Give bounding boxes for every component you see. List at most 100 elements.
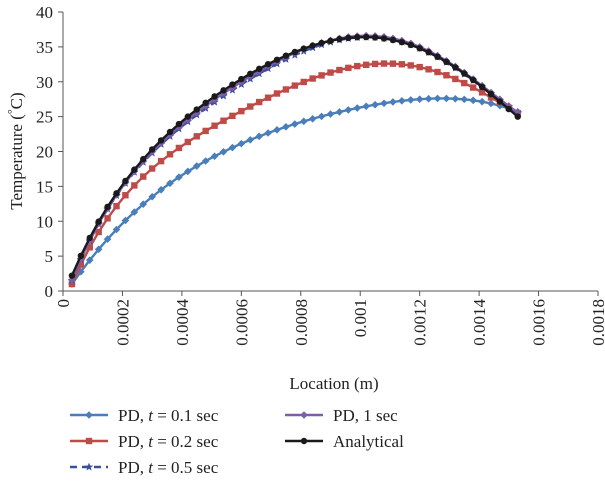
series-1-point-0 <box>68 280 76 288</box>
series-0-point-15 <box>201 157 210 165</box>
y-tick-label-0: 0 <box>45 282 54 301</box>
x-tick-label-7: 0.0014 <box>470 298 489 345</box>
series-1-point-34 <box>371 60 379 68</box>
x-tick-label-9: 0.0018 <box>589 299 605 346</box>
series-1-point-8 <box>140 173 147 180</box>
series-4-point-24 <box>282 52 290 59</box>
series-1-point-25 <box>291 82 299 89</box>
series-1-point-30 <box>336 66 343 74</box>
legend-label-4: PD, t = 0.5 sec <box>118 458 219 477</box>
series-4-point-13 <box>184 113 192 120</box>
legend-swatch-marker-0 <box>85 411 93 419</box>
series-1-point-31 <box>345 64 352 72</box>
series-0-point-12 <box>175 173 183 181</box>
series-0-point-16 <box>210 152 219 161</box>
legend-label-0: PD, t = 0.1 sec <box>118 406 219 425</box>
x-axis-title: Location (m) <box>289 374 378 393</box>
series-4-point-4 <box>104 203 111 211</box>
series-0-point-6 <box>121 216 130 225</box>
series-0-point-43 <box>451 94 460 103</box>
series-4-point-12 <box>175 120 183 128</box>
legend: PD, t = 0.1 sec PD, 1 sec PD, t = 0.2 sec A… <box>70 406 404 477</box>
series-1-point-42 <box>443 72 450 79</box>
series-0-point-41 <box>433 94 442 103</box>
series-4-point-43 <box>452 64 459 71</box>
series-1-point-26 <box>300 78 307 86</box>
series-1-point-19 <box>238 107 245 115</box>
series-1-point-32 <box>354 62 361 70</box>
series-1-point-5 <box>113 202 120 210</box>
series-0-point-28 <box>317 112 326 121</box>
series-0-point-44 <box>460 95 469 104</box>
series-0-point-3 <box>94 245 103 254</box>
series-layer <box>67 31 522 288</box>
series-0-point-17 <box>219 147 228 156</box>
y-tick-label-5: 25 <box>36 108 53 127</box>
legend-swatch-marker-3 <box>300 437 308 445</box>
series-1-point-22 <box>264 94 272 101</box>
series-0-point-35 <box>380 99 388 108</box>
series-1-point-35 <box>380 60 388 67</box>
series-0-point-22 <box>264 129 272 137</box>
series-line-2 <box>70 35 519 282</box>
series-4-point-23 <box>273 56 281 63</box>
series-1-point-45 <box>469 84 477 91</box>
series-0-point-46 <box>478 97 486 106</box>
series-4-point-35 <box>380 35 388 42</box>
series-4-point-2 <box>86 234 93 242</box>
series-0-point-38 <box>406 96 415 104</box>
series-4-point-40 <box>425 49 432 56</box>
x-tick-label-2: 0.0004 <box>173 299 192 346</box>
series-4-point-21 <box>255 65 263 73</box>
legend-item-4: PD, t = 0.5 sec <box>70 458 219 477</box>
x-tick-label-5: 0.001 <box>351 299 370 337</box>
series-1-point-13 <box>184 138 192 146</box>
series-4-point-18 <box>229 81 236 88</box>
series-4-point-6 <box>122 177 129 185</box>
series-0-point-4 <box>103 235 112 243</box>
legend-item-1: PD, 1 sec <box>285 406 398 425</box>
y-tick-label-8: 40 <box>36 3 53 22</box>
series-4-point-49 <box>505 105 513 113</box>
series-4-point-0 <box>68 272 76 279</box>
y-tick-label-1: 5 <box>45 247 54 266</box>
series-4-point-44 <box>461 70 468 77</box>
series-1-point-16 <box>211 122 218 129</box>
series-line-1 <box>70 62 519 285</box>
legend-item-0: PD, t = 0.1 sec <box>70 406 219 425</box>
series-4-point-50 <box>514 113 521 120</box>
x-tick-label-6: 0.0012 <box>411 299 430 346</box>
series-0-point-14 <box>192 162 201 170</box>
series-0-point-29 <box>326 110 335 118</box>
series-1-point-6 <box>122 192 129 199</box>
y-axis-title: Temperature (°C) <box>5 92 26 209</box>
y-tick-label-6: 30 <box>36 73 53 92</box>
series-0-point-31 <box>344 106 353 114</box>
x-tick-label-8: 0.0016 <box>530 299 549 346</box>
series-4-point-22 <box>264 60 272 68</box>
series-3-point-50 <box>513 108 522 117</box>
series-0-point-32 <box>353 104 362 112</box>
series-0-point-36 <box>389 98 397 106</box>
series-4-point-36 <box>389 36 397 44</box>
series-1-point-17 <box>220 117 227 124</box>
series-4-point-15 <box>202 99 209 107</box>
series-4-point-42 <box>443 58 450 66</box>
y-tick-label-7: 35 <box>36 38 53 57</box>
series-1-point-29 <box>327 69 334 76</box>
series-4-point-30 <box>336 35 343 43</box>
series-4-point-8 <box>140 155 147 163</box>
legend-label-2: PD, t = 0.2 sec <box>118 432 219 451</box>
series-1-point-11 <box>166 151 174 158</box>
series-1-point-9 <box>148 165 156 172</box>
x-tick-label-3: 0.0006 <box>232 299 251 346</box>
series-4-point-25 <box>291 48 299 56</box>
series-4-point-20 <box>247 70 254 78</box>
series-4-point-38 <box>407 41 414 49</box>
legend-swatch-marker-1 <box>300 411 308 419</box>
y-tick-label-3: 15 <box>36 177 53 196</box>
series-1-point-37 <box>398 61 406 68</box>
series-4-point-27 <box>309 42 316 49</box>
legend-label-1: PD, 1 sec <box>333 406 398 425</box>
